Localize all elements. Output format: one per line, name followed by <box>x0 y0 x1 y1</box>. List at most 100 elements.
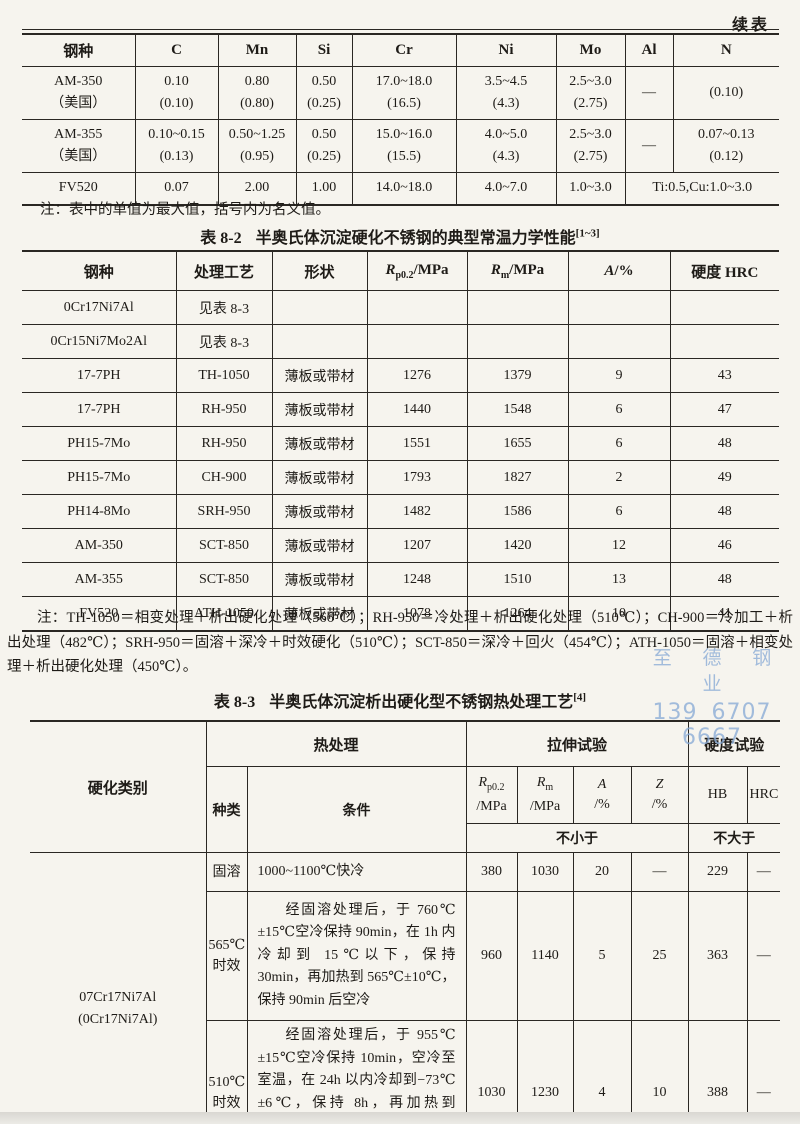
table-cell: 0.80 (0.80) <box>217 65 297 120</box>
t3-header-rm: Rm/MPa <box>516 766 574 824</box>
table-cell <box>466 290 569 325</box>
table-cell: 0.50~1.25 (0.95) <box>217 118 297 173</box>
t3-title-text: 半奥氏体沉淀析出硬化型不锈钢热处理工艺 <box>269 694 574 711</box>
t1-header-mn: Mn <box>217 33 297 67</box>
table-cell: 0.50 (0.25) <box>295 65 353 120</box>
t3-condition-cell: 经固溶处理后，于 955℃±15℃空冷保持 10min，空冷至室温，在 24h … <box>246 1020 467 1124</box>
table-cell: 229 <box>687 852 748 892</box>
table-cell: — <box>746 891 781 1021</box>
t3-header-condition: 条件 <box>246 766 467 853</box>
t2-header-rp02: Rp0.2/MPa <box>366 250 468 291</box>
table-header-row: 硬化类别 热处理 拉伸试验 硬度试验 <box>29 720 781 853</box>
composition-table-wrapper: 钢种 C Mn Si Cr Ni Mo Al N AM-350 （美国） 0.10… <box>21 29 780 206</box>
table-cell: PH15-7Mo <box>21 460 177 495</box>
table-row: AM-355 （美国） 0.10~0.15 (0.13) 0.50~1.25 (0.9… <box>21 118 780 173</box>
t2-title-superscript: [1~3] <box>575 227 600 240</box>
table-cell: 48 <box>669 562 780 597</box>
t2-title-number: 表 8-2 <box>200 230 242 247</box>
table-cell: 46 <box>669 528 780 563</box>
table-cell: 薄板或带材 <box>271 528 368 563</box>
table-cell: SCT-850 <box>175 562 273 597</box>
table-cell: PH14-8Mo <box>21 494 177 529</box>
t3-title-number: 表 8-3 <box>213 694 256 711</box>
table-cell: 薄板或带材 <box>271 596 368 632</box>
table-cell: 0.50 (0.25) <box>295 118 353 173</box>
mechanical-properties-table: 钢种 处理工艺 形状 Rp0.2/MPa Rm/MPa A/% 硬度 HRC 0… <box>21 250 780 632</box>
table-cell: 1140 <box>516 891 574 1021</box>
table-cell: 1420 <box>466 528 569 563</box>
t3-title-superscript: [4] <box>573 691 587 704</box>
t2-header-rm: Rm/MPa <box>466 250 569 291</box>
table-cell: SCT-850 <box>175 528 273 563</box>
t1-header-si: Si <box>295 33 353 67</box>
heat-treatment-table: 硬化类别 热处理 拉伸试验 硬度试验 种类 条件 Rp0.2/MPa Rm/MP… <box>29 720 781 1124</box>
t1-header-c: C <box>134 33 219 67</box>
table-cell-merged: Ti:0.5,Cu:1.0~3.0 <box>624 171 780 205</box>
table-cell: 2 <box>567 460 671 495</box>
table-header-row: 钢种 C Mn Si Cr Ni Mo Al N <box>21 33 780 67</box>
t3-kind-cell: 510℃ 时效 <box>205 1020 248 1124</box>
table-cell: 1030 <box>465 1020 518 1124</box>
table-cell: 1230 <box>516 1020 574 1124</box>
table-cell: 薄板或带材 <box>271 392 368 427</box>
table-header-row: 种类 条件 Rp0.2/MPa Rm/MPa A/% Z/% HB HRC <box>30 766 781 853</box>
t1-header-al: Al <box>624 33 674 67</box>
table-cell: FV520 <box>21 596 177 632</box>
table-cell: 25 <box>630 891 689 1021</box>
table-cell: 0.07 <box>134 171 219 205</box>
table-cell: ATH-1050 <box>175 596 273 632</box>
table-row: PH15-7Mo CH-900 薄板或带材 1793 1827 2 49 <box>21 460 780 495</box>
table-cell: 4 <box>572 1020 632 1124</box>
t3-header-kind: 种类 <box>205 766 248 853</box>
table-cell: 1440 <box>366 392 468 427</box>
t3-header-tensile-test: 拉伸试验 <box>465 720 689 767</box>
table-cell: 12 <box>567 528 671 563</box>
t3-header-not-greater-than: 不大于 <box>687 823 781 853</box>
table-cell: 1655 <box>466 426 569 461</box>
table-cell: 17-7PH <box>21 358 177 393</box>
t3-grade-cell: 07Cr17Ni7Al (0Cr17Ni7Al) <box>29 852 207 1124</box>
table-cell: AM-355 （美国） <box>21 118 136 173</box>
table-cell: 10 <box>567 596 671 632</box>
t1-header-grade: 钢种 <box>21 33 136 67</box>
table-cell: 0.10~0.15 (0.13) <box>134 118 219 173</box>
table-row: 07Cr17Ni7Al (0Cr17Ni7Al) 固溶 1000~1100℃快冷 … <box>29 852 781 1124</box>
t3-header-reduction: Z/% <box>630 766 689 824</box>
table-row: 565℃ 时效 经固溶处理后，于 760℃±15℃空冷保持 90min，在 1h … <box>30 891 781 1021</box>
composition-table: 钢种 C Mn Si Cr Ni Mo Al N AM-350 （美国） 0.10… <box>21 32 780 206</box>
table-row: PH15-7Mo RH-950 薄板或带材 1551 1655 6 48 <box>21 426 780 461</box>
table-cell: 2.00 <box>217 171 297 205</box>
table-cell: CH-900 <box>175 460 273 495</box>
table-cell: 1548 <box>466 392 569 427</box>
table-cell: 1248 <box>366 562 468 597</box>
table-row: 17-7PH RH-950 薄板或带材 1440 1548 6 47 <box>21 392 780 427</box>
table-cell: 17.0~18.0 (16.5) <box>351 65 457 120</box>
t3-header-hardening-class: 硬化类别 <box>29 720 207 853</box>
t3-title: 表 8-3 半奥氏体沉淀析出硬化型不锈钢热处理工艺[4] <box>0 688 800 712</box>
t2-header-process: 处理工艺 <box>175 250 273 291</box>
table-cell: 1.00 <box>295 171 353 205</box>
table-cell: SRH-950 <box>175 494 273 529</box>
t2-header-elongation: A/% <box>567 250 671 291</box>
table-cell: 4.0~7.0 <box>455 171 557 205</box>
t3-header-elongation: A/% <box>572 766 632 824</box>
table-cell: 1264 <box>466 596 569 632</box>
table-cell: 见表 8-3 <box>175 290 273 325</box>
table-cell: 363 <box>687 891 748 1021</box>
table-cell: 1207 <box>366 528 468 563</box>
t1-header-ni: Ni <box>455 33 557 67</box>
table-cell: 20 <box>572 852 632 892</box>
table-cell: 17-7PH <box>21 392 177 427</box>
table-header-row: 钢种 处理工艺 形状 Rp0.2/MPa Rm/MPa A/% 硬度 HRC <box>21 250 780 291</box>
t3-kind-cell: 565℃ 时效 <box>205 891 248 1021</box>
table-cell: 薄板或带材 <box>271 460 368 495</box>
table-cell: — <box>746 1020 781 1124</box>
table-cell: 1276 <box>366 358 468 393</box>
table-cell: 48 <box>669 494 780 529</box>
table-cell: 薄板或带材 <box>271 358 368 393</box>
table-cell: 3.5~4.5 (4.3) <box>455 65 557 120</box>
table-cell: 960 <box>465 891 518 1021</box>
table-cell: AM-350 （美国） <box>21 65 136 120</box>
table-row: AM-355 SCT-850 薄板或带材 1248 1510 13 48 <box>21 562 780 597</box>
t1-header-cr: Cr <box>351 33 457 67</box>
